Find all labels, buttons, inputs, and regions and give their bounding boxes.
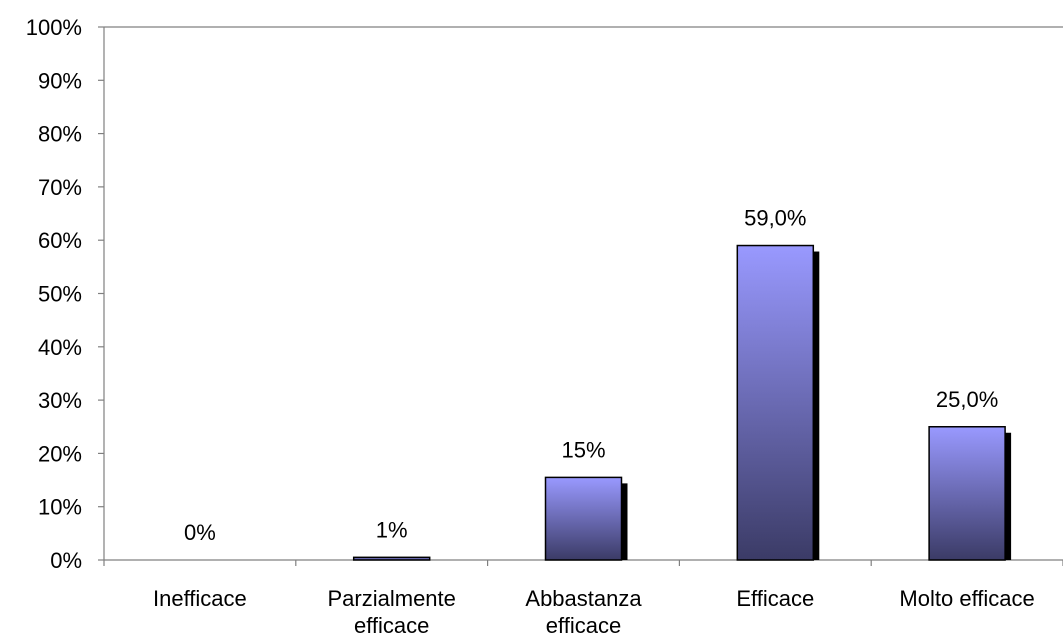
x-tick-label-line: Inefficace <box>153 586 247 611</box>
y-tick-label: 60% <box>38 228 82 253</box>
y-tick-label: 10% <box>38 495 82 520</box>
bar <box>544 476 623 561</box>
y-tick-label: 70% <box>38 175 82 200</box>
y-tick-label: 40% <box>38 335 82 360</box>
x-tick-label-line: efficace <box>546 613 621 638</box>
x-tick-label: Inefficace <box>153 586 247 611</box>
bars <box>352 244 1012 561</box>
x-tick-label: Efficace <box>736 586 814 611</box>
y-tick-label: 80% <box>38 122 82 147</box>
bar <box>928 426 1006 561</box>
y-tick-label: 20% <box>38 441 82 466</box>
y-tick-label: 30% <box>38 388 82 413</box>
data-label: 59,0% <box>744 206 806 231</box>
y-tick-label: 0% <box>50 548 82 573</box>
bar <box>736 244 815 561</box>
x-tick-label: Molto efficace <box>899 586 1034 611</box>
x-tick-label-line: efficace <box>354 613 429 638</box>
y-tick-label: 90% <box>38 68 82 93</box>
data-label: 15% <box>561 437 605 462</box>
x-tick-label-line: Efficace <box>736 586 814 611</box>
y-tick-label: 100% <box>26 15 82 40</box>
bar <box>352 556 431 561</box>
x-tick-label: Abbastanza efficace <box>525 586 642 638</box>
x-tick-label-line: Parzialmente <box>328 586 456 611</box>
data-label: 0% <box>184 520 216 545</box>
labels: 0% 10% 20% 30% 40% 50% 60% 70% 80% 90% 100% 0% Ineff… <box>26 15 1035 638</box>
x-tick-label: Parzialmente efficace <box>328 586 456 638</box>
x-tick-label-line: Molto efficace <box>899 586 1034 611</box>
data-label: 25,0% <box>936 387 998 412</box>
x-tick-label-line: Abbastanza <box>525 586 642 611</box>
y-tick-label: 50% <box>38 282 82 307</box>
data-label: 1% <box>376 517 408 542</box>
